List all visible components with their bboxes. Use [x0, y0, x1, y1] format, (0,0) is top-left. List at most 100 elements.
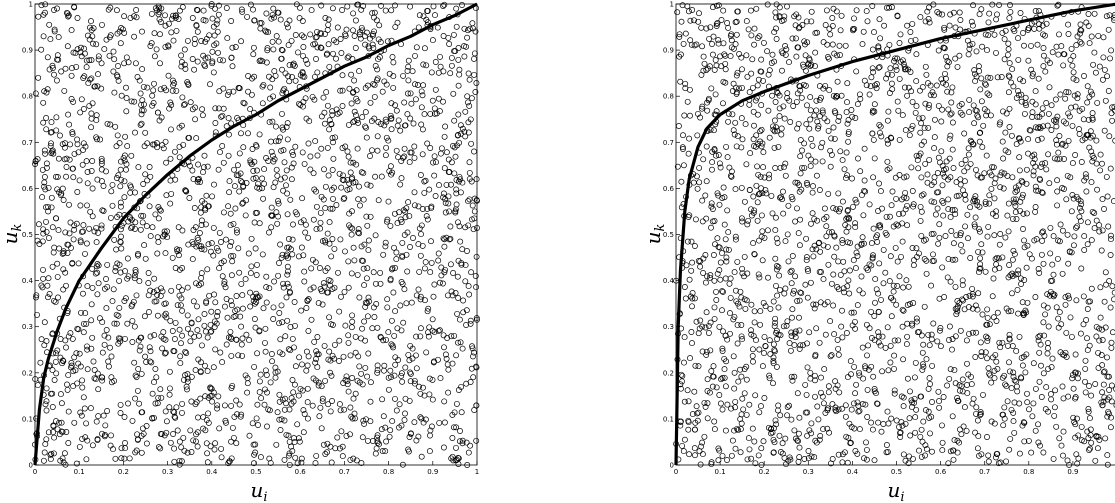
scatter-point	[770, 360, 777, 367]
scatter-point	[864, 414, 871, 420]
scatter-point	[859, 290, 866, 297]
scatter-point	[1089, 152, 1096, 159]
scatter-point	[452, 206, 459, 213]
scatter-point	[200, 169, 206, 176]
scatter-point	[65, 111, 72, 118]
scatter-point	[1038, 251, 1045, 258]
scatter-point	[1020, 78, 1027, 85]
scatter-point	[291, 439, 298, 446]
scatter-point	[58, 68, 65, 75]
scatter-point	[324, 102, 331, 109]
scatter-point	[1006, 73, 1013, 80]
scatter-point	[389, 342, 396, 349]
scatter-point	[118, 92, 125, 99]
scatter-point	[1040, 31, 1047, 38]
scatter-point	[404, 111, 411, 118]
scatter-point	[705, 95, 712, 102]
scatter-point	[260, 81, 267, 88]
scatter-point	[90, 25, 97, 32]
scatter-point	[276, 260, 282, 266]
scatter-point	[202, 328, 209, 335]
scatter-point	[265, 29, 272, 36]
scatter-point	[939, 447, 946, 454]
scatter-point	[710, 127, 717, 134]
scatter-point	[1025, 25, 1032, 32]
scatter-point	[703, 67, 710, 73]
scatter-point	[431, 281, 438, 288]
scatter-point	[1054, 177, 1061, 184]
scatter-point	[234, 115, 241, 121]
scatter-point	[989, 293, 996, 300]
scatter-point	[852, 448, 859, 454]
scatter-point	[1068, 45, 1075, 52]
scatter-point	[124, 143, 131, 150]
scatter-point	[808, 220, 814, 227]
scatter-point	[441, 269, 448, 276]
scatter-point	[100, 412, 107, 419]
scatter-point	[187, 338, 194, 345]
scatter-point	[390, 73, 397, 80]
scatter-point	[325, 172, 332, 179]
scatter-point	[236, 188, 243, 195]
scatter-point	[455, 111, 462, 118]
scatter-point	[169, 172, 176, 179]
scatter-point	[433, 159, 439, 166]
scatter-point	[834, 382, 841, 389]
scatter-point	[850, 257, 857, 264]
scatter-point	[313, 34, 320, 40]
scatter-point	[873, 286, 880, 293]
scatter-point	[440, 194, 447, 201]
scatter-point	[844, 374, 851, 381]
scatter-point	[225, 152, 232, 159]
scatter-point	[78, 96, 85, 103]
scatter-point	[353, 112, 359, 119]
scatter-point	[966, 292, 973, 299]
scatter-point	[99, 319, 106, 326]
scatter-point	[816, 187, 823, 193]
scatter-point	[872, 276, 879, 283]
scatter-point	[216, 56, 223, 63]
scatter-point	[1021, 110, 1028, 117]
scatter-point	[1109, 329, 1115, 336]
scatter-point	[820, 242, 827, 249]
scatter-point	[375, 56, 382, 63]
scatter-point	[827, 318, 834, 325]
scatter-point	[761, 333, 768, 340]
scatter-point	[281, 417, 288, 424]
scatter-point	[350, 455, 357, 462]
scatter-point	[911, 257, 917, 264]
scatter-point	[153, 46, 160, 53]
scatter-point	[258, 20, 265, 27]
scatter-point	[1101, 66, 1108, 73]
scatter-point	[471, 407, 478, 413]
scatter-point	[775, 304, 782, 311]
scatter-point	[1000, 422, 1007, 429]
scatter-point	[189, 167, 196, 174]
scatter-point	[157, 207, 164, 214]
scatter-point	[876, 121, 883, 128]
scatter-point	[891, 337, 898, 344]
scatter-point	[904, 320, 911, 327]
scatter-point	[973, 73, 980, 80]
scatter-point	[892, 55, 899, 62]
scatter-point	[802, 52, 809, 59]
scatter-point	[796, 297, 803, 304]
scatter-point	[49, 390, 56, 397]
scatter-point	[201, 322, 208, 329]
scatter-point	[339, 103, 346, 109]
scatter-point	[1001, 372, 1008, 379]
scatter-point	[912, 414, 919, 421]
scatter-point	[732, 404, 739, 411]
scatter-point	[117, 226, 124, 233]
scatter-point	[191, 66, 198, 73]
scatter-point	[442, 196, 449, 203]
scatter-point	[271, 68, 278, 75]
scatter-point	[342, 248, 348, 255]
scatter-point	[93, 134, 100, 141]
scatter-point	[876, 260, 883, 267]
scatter-point	[318, 113, 325, 120]
scatter-point	[795, 230, 802, 237]
scatter-point	[194, 429, 201, 436]
scatter-point	[984, 338, 991, 345]
scatter-point	[827, 460, 834, 467]
